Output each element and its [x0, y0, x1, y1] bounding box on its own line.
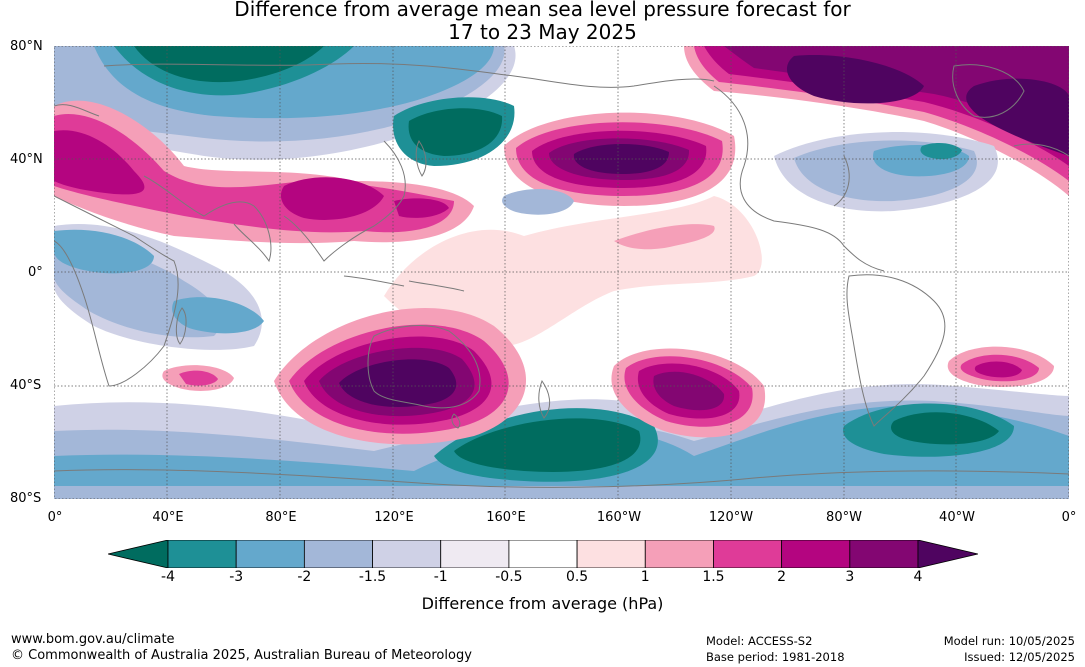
title-line-1: Difference from average mean sea level p… — [234, 0, 851, 21]
colorbar-tick-label: -0.5 — [495, 569, 523, 585]
anomaly-region-sepac-core — [653, 371, 725, 411]
colorbar-label: Difference from average (hPa) — [421, 594, 664, 613]
graticule — [54, 46, 1069, 499]
lon-label-120w: 120°W — [708, 510, 754, 525]
anomaly-region-sindian-core — [179, 370, 218, 386]
anomaly-region-midpac-blue — [502, 189, 574, 215]
lon-label-0-right: 0° — [1061, 510, 1077, 525]
map-title: Difference from average mean sea level p… — [0, 0, 1085, 44]
pressure-anomaly-map — [54, 46, 1069, 499]
lon-label-160w: 160°W — [596, 510, 642, 525]
colorbar-swatch — [303, 539, 373, 569]
colorbar-tick-label: -1.5 — [358, 569, 387, 585]
lat-label-80s: 80°S — [10, 491, 42, 506]
lon-label-80e: 80°E — [265, 510, 297, 525]
lon-label-0: 0° — [47, 510, 63, 525]
colorbar-swatch — [713, 539, 783, 569]
anomaly-region-south-green — [454, 418, 641, 472]
colorbar-swatch — [849, 539, 919, 569]
colorbar-swatch — [576, 539, 646, 569]
colorbar-swatch — [372, 539, 442, 569]
anomaly-region-satl-core — [974, 361, 1022, 378]
colorbar-swatch — [644, 539, 714, 569]
colorbar — [107, 539, 979, 569]
colorbar-tick-label: -1 — [433, 569, 448, 585]
colorbar-tick-label: -3 — [229, 569, 244, 585]
anomaly-region-asia-green — [134, 46, 503, 156]
anomaly-region-natl-teal — [920, 142, 962, 160]
lon-label-80w: 80°W — [826, 510, 862, 525]
title-line-2: 17 to 23 May 2025 — [448, 20, 637, 44]
colorbar-swatch — [167, 539, 237, 569]
colorbar-extend-low — [107, 539, 169, 569]
anomaly-region-indian-blue2 — [54, 229, 264, 334]
anomaly-region-satl-green — [891, 412, 999, 445]
lon-label-40w: 40°W — [939, 510, 975, 525]
lat-label-0: 0° — [28, 265, 43, 280]
footer-issued: Issued: 12/05/2025 — [964, 650, 1075, 664]
anomaly-region-sasia-purple — [54, 130, 449, 220]
footer-model: Model: ACCESS-S2 — [706, 634, 813, 648]
lat-label-40s: 40°S — [10, 378, 42, 393]
colorbar-extend-high — [917, 539, 979, 569]
anomaly-region-pacific-pink2 — [614, 224, 715, 250]
lon-label-40e: 40°E — [152, 510, 184, 525]
colorbar-swatch — [235, 539, 305, 569]
coastlines — [54, 62, 1069, 488]
colorbar-swatch — [508, 539, 578, 569]
footer-model-run: Model run: 10/05/2025 — [943, 634, 1075, 648]
colorbar-swatch — [440, 539, 510, 569]
lat-label-40n: 40°N — [10, 152, 43, 167]
footer-website: www.bom.gov.au/climate — [11, 632, 175, 647]
lat-label-80n: 80°N — [10, 39, 43, 54]
anomaly-region-arctic-core — [786, 55, 1069, 156]
colorbar-swatch — [781, 539, 851, 569]
footer-copyright: © Commonwealth of Australia 2025, Austra… — [11, 648, 472, 663]
footer-base-period: Base period: 1981-2018 — [706, 650, 845, 664]
colorbar-tick-label: 3 — [845, 569, 855, 585]
lon-label-120e: 120°E — [374, 510, 414, 525]
colorbar-tick-label: -4 — [161, 569, 175, 585]
lon-label-160e: 160°E — [486, 510, 526, 525]
colorbar-swatches — [107, 539, 979, 569]
colorbar-tick-label: 4 — [913, 569, 923, 585]
colorbar-tick-label: -2 — [297, 569, 312, 585]
colorbar-tick-label: 1.5 — [702, 569, 725, 585]
colorbar-tick-label: 2 — [777, 569, 787, 585]
colorbar-tick-label: 0.5 — [565, 569, 589, 585]
colorbar-tick-label: 1 — [640, 569, 650, 585]
